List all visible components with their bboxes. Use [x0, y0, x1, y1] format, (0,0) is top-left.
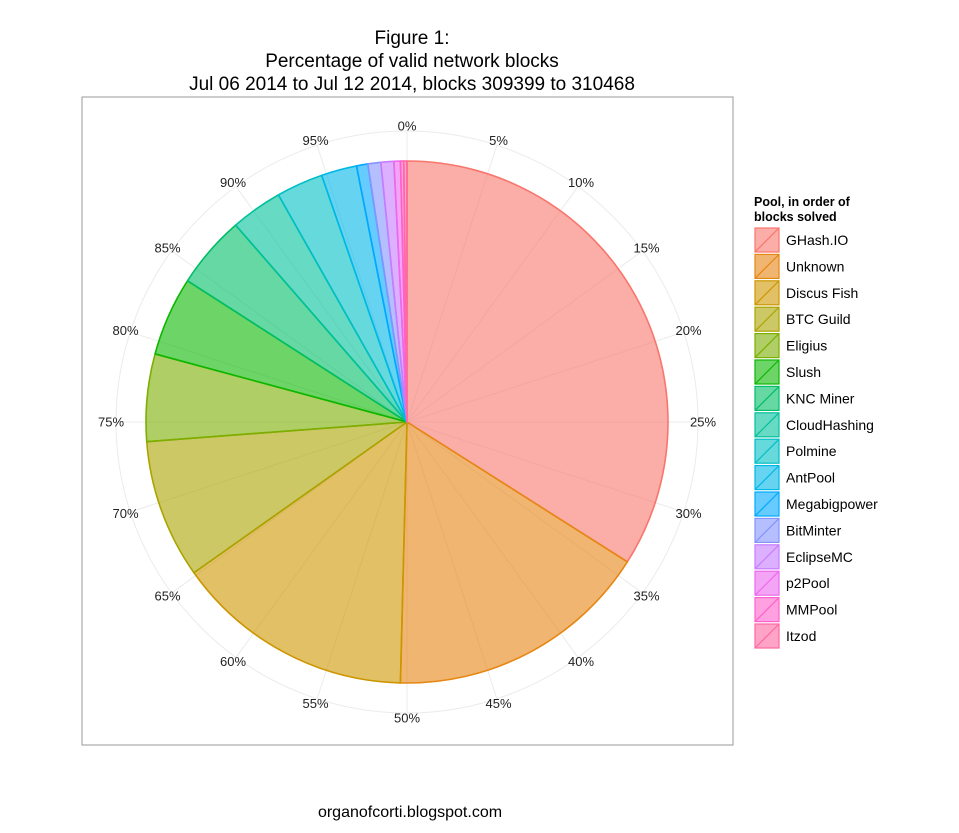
legend-label: Slush: [786, 364, 821, 380]
angle-tick-label: 55%: [302, 696, 328, 711]
angle-tick-label: 80%: [112, 323, 138, 338]
legend-label: CloudHashing: [786, 417, 874, 433]
legend-key-diagonal: [754, 570, 780, 596]
legend-key-diagonal: [754, 465, 780, 491]
legend-key-diagonal: [754, 438, 780, 464]
chart-title-line-3: Jul 06 2014 to Jul 12 2014, blocks 30939…: [189, 74, 635, 95]
angle-tick-label: 95%: [302, 133, 328, 148]
angle-tick-label: 10%: [568, 175, 594, 190]
angle-tick-label: 60%: [220, 654, 246, 669]
pie-slice-unknown: [399, 421, 629, 684]
legend-item-polmine: Polmine: [754, 438, 837, 464]
legend-item-megabigpower: Megabigpower: [754, 491, 878, 517]
legend: Pool, in order of blocks solved GHash.IO…: [754, 195, 878, 649]
angle-tick-label: 30%: [675, 506, 701, 521]
legend-key-diagonal: [754, 306, 780, 332]
legend-key-diagonal: [754, 623, 780, 649]
legend-label: AntPool: [786, 470, 835, 486]
legend-item-itzod: Itzod: [754, 623, 816, 649]
chart-title-line-2: Percentage of valid network blocks: [265, 51, 559, 72]
legend-key-diagonal: [754, 385, 780, 411]
pie-slice-btc-guild: [145, 421, 408, 574]
angle-tick-label: 25%: [690, 415, 716, 430]
legend-item-eclipsemc: EclipseMC: [754, 544, 853, 570]
legend-item-antpool: AntPool: [754, 465, 835, 491]
pie-slice-ghash-io: [406, 160, 669, 563]
angle-tick-label: 90%: [220, 175, 246, 190]
legend-label: p2Pool: [786, 575, 830, 591]
legend-label: Polmine: [786, 443, 837, 459]
legend-key-diagonal: [754, 253, 780, 279]
legend-item-knc-miner: KNC Miner: [754, 385, 855, 411]
legend-key-diagonal: [754, 359, 780, 385]
legend-item-p2pool: p2Pool: [754, 570, 830, 596]
legend-label: MMPool: [786, 602, 837, 618]
angle-tick-label: 0%: [398, 119, 417, 134]
legend-item-bitminter: BitMinter: [754, 517, 842, 544]
legend-item-discus-fish: Discus Fish: [754, 280, 858, 306]
angle-tick-label: 35%: [633, 589, 659, 604]
angle-tick-label: 70%: [112, 506, 138, 521]
legend-item-cloudhashing: CloudHashing: [754, 412, 874, 438]
angle-tick-label: 15%: [633, 241, 659, 256]
legend-key-diagonal: [754, 333, 780, 359]
angle-tick-label: 65%: [154, 589, 180, 604]
legend-item-eligius: Eligius: [754, 333, 827, 359]
legend-key-diagonal: [754, 491, 780, 517]
angle-tick-labels: 0% 5% 10% 15% 20% 25% 30% 35% 40% 45% 50% 55% 60% 65%…: [98, 119, 716, 726]
angle-tick-label: 75%: [98, 415, 124, 430]
angle-tick-label: 50%: [394, 711, 420, 726]
legend-key-diagonal: [754, 412, 780, 438]
legend-item-slush: Slush: [754, 359, 821, 385]
legend-label: Eligius: [786, 338, 827, 354]
legend-items: GHash.IO Unknown Discus Fish BTC Guild Eligi…: [754, 227, 878, 649]
pie-slice-itzod: [402, 160, 408, 423]
footer-caption: organofcorti.blogspot.com: [318, 804, 502, 821]
legend-label: Discus Fish: [786, 285, 858, 301]
legend-label: Unknown: [786, 258, 844, 274]
legend-key-diagonal: [754, 544, 780, 570]
legend-label: BitMinter: [786, 522, 842, 538]
legend-item-unknown: Unknown: [754, 253, 844, 279]
legend-key-diagonal: [754, 227, 780, 253]
legend-item-mmpool: MMPool: [754, 596, 837, 623]
legend-key-diagonal: [754, 280, 780, 306]
legend-label: GHash.IO: [786, 232, 848, 248]
legend-label: Megabigpower: [786, 496, 878, 512]
legend-title-line-1: Pool, in order of: [754, 195, 851, 209]
legend-label: BTC Guild: [786, 311, 851, 327]
angle-tick-label: 45%: [485, 696, 511, 711]
legend-item-btc-guild: BTC Guild: [754, 306, 851, 332]
legend-label: Itzod: [786, 628, 816, 644]
pie-slice-discus-fish: [193, 421, 408, 684]
chart-title-line-1: Figure 1:: [375, 28, 450, 49]
legend-title-line-2: blocks solved: [754, 210, 837, 224]
angle-tick-label: 85%: [154, 241, 180, 256]
angle-tick-label: 40%: [568, 654, 594, 669]
pie-slices: [145, 160, 669, 684]
legend-item-ghash-io: GHash.IO: [754, 227, 848, 253]
legend-key-diagonal: [754, 517, 780, 543]
legend-label: EclipseMC: [786, 549, 853, 565]
legend-key-diagonal: [754, 597, 780, 623]
angle-tick-label: 20%: [675, 323, 701, 338]
angle-tick-label: 5%: [489, 133, 508, 148]
legend-label: KNC Miner: [786, 390, 855, 406]
